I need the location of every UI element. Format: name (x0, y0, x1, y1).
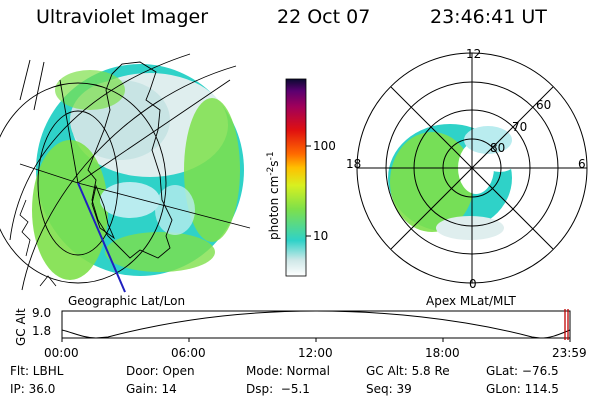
geo-highlight-meridian (77, 182, 126, 293)
xtick-2359: 23:59 (552, 346, 587, 360)
geo-image (32, 64, 244, 280)
geo-panel-label: Geographic Lat/Lon (68, 294, 186, 308)
colorbar (285, 78, 307, 277)
apex-image (388, 124, 522, 240)
apex-grid (356, 52, 588, 284)
apex-panel-label: Apex MLat/MLT (426, 294, 516, 308)
mlt-label-6: 6 (578, 157, 586, 171)
date-label: 22 Oct 07 (277, 6, 371, 28)
mlt-label-0: 0 (469, 277, 477, 291)
unit-prefix: photon cm (267, 175, 281, 240)
lat-label-70: 70 (512, 120, 528, 134)
xtick-0600: 06:00 (171, 346, 206, 360)
unit-exp1: -2 (266, 166, 276, 176)
lat-label-80: 80 (490, 141, 506, 155)
info-glon: GLon: 114.5 (486, 382, 559, 396)
geo-small-coast (19, 199, 57, 287)
mlt-label-12: 12 (466, 47, 482, 61)
colorbar-tick-10: 10 (313, 229, 329, 243)
xtick-1200: 12:00 (298, 346, 333, 360)
info-glat: GLat: −76.5 (486, 364, 559, 378)
info-gain: Gain: 14 (126, 382, 177, 396)
geo-grid (0, 53, 251, 293)
xtick-0000: 00:00 (44, 346, 79, 360)
info-ip: IP: 36.0 (10, 382, 56, 396)
ytick-high: 9.0 (32, 306, 52, 320)
timeline-ylabel: GC Alt (14, 308, 28, 346)
xtick-1800: 18:00 (425, 346, 460, 360)
info-filter: Flt: LBHL (10, 364, 64, 378)
info-door: Door: Open (126, 364, 195, 378)
mlt-label-18: 18 (346, 157, 362, 171)
lat-label-60: 60 (536, 98, 552, 112)
colorbar-unit: photon cm-2s-1 (266, 151, 281, 240)
unit-exp2: -1 (266, 151, 276, 161)
altitude-plot (61, 309, 571, 342)
unit-mid: s (267, 160, 281, 167)
instrument-title: Ultraviolet Imager (36, 6, 209, 28)
info-mode: Mode: Normal (246, 364, 330, 378)
info-dsp: Dsp: −5.1 (246, 382, 310, 396)
colorbar-tick-100: 100 (313, 139, 336, 153)
info-gc-alt: GC Alt: 5.8 Re (366, 364, 450, 378)
time-label: 23:46:41 UT (430, 6, 547, 28)
ytick-low: 1.8 (32, 324, 52, 338)
info-seq: Seq: 39 (366, 382, 412, 396)
